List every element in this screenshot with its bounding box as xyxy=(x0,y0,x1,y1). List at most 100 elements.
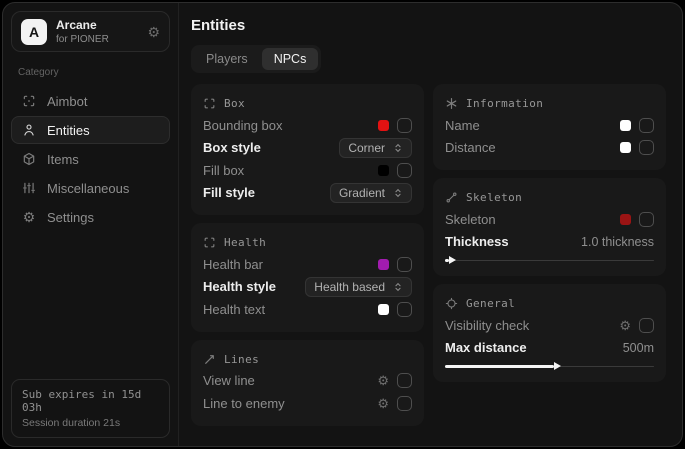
card-title: General xyxy=(466,297,516,310)
gear-icon[interactable]: ⚙ xyxy=(619,317,631,333)
fill-style-dropdown[interactable]: Gradient xyxy=(329,182,412,203)
gear-icon: ⚙ xyxy=(22,209,36,225)
color-swatch[interactable] xyxy=(378,119,389,131)
color-swatch[interactable] xyxy=(620,142,631,154)
sidebar-item-label: Entities xyxy=(47,122,90,138)
thickness-value: 1.0 thickness xyxy=(581,234,654,249)
subscription-card: Sub expires in 15d 03h Session duration … xyxy=(11,379,170,438)
checkbox[interactable] xyxy=(639,211,654,227)
gear-icon[interactable]: ⚙ xyxy=(377,395,389,411)
checkbox[interactable] xyxy=(397,373,412,389)
card-title: Skeleton xyxy=(466,191,523,204)
chevrons-up-down-icon xyxy=(393,188,403,198)
tab-players[interactable]: Players xyxy=(206,52,248,66)
color-swatch[interactable] xyxy=(378,164,389,176)
row-label: Fill box xyxy=(203,162,245,178)
checkbox[interactable] xyxy=(397,301,412,317)
scan-brackets-icon xyxy=(203,97,216,110)
gear-icon[interactable]: ⚙ xyxy=(147,23,160,40)
checkbox[interactable] xyxy=(397,256,412,272)
sidebar-item-aimbot[interactable]: Aimbot xyxy=(11,87,170,115)
checkbox[interactable] xyxy=(639,317,654,333)
row-label: Health text xyxy=(203,301,266,317)
gear-icon[interactable]: ⚙ xyxy=(377,373,389,389)
category-label: Category xyxy=(18,67,59,78)
checkbox[interactable] xyxy=(397,162,412,178)
health-style-dropdown[interactable]: Health based xyxy=(305,276,412,297)
checkbox[interactable] xyxy=(639,140,654,156)
row-label: Health style xyxy=(203,279,276,295)
card-lines: Lines View line ⚙ Line to enemy ⚙ xyxy=(191,339,424,426)
package-icon xyxy=(21,152,37,166)
sidebar-item-label: Items xyxy=(47,151,79,167)
sidebar-item-miscellaneous[interactable]: Miscellaneous xyxy=(11,174,170,202)
card-title: Information xyxy=(466,97,544,110)
card-information: Information Name Distance xyxy=(433,84,666,170)
main-panel: Entities Players NPCs Box xyxy=(179,3,682,446)
sidebar-item-label: Aimbot xyxy=(47,93,88,109)
card-title: Lines xyxy=(224,352,260,366)
brand-subtitle: for PIONER xyxy=(56,34,109,45)
target-icon xyxy=(445,297,458,310)
session-duration-text: Session duration 21s xyxy=(22,417,121,429)
box-style-dropdown[interactable]: Corner xyxy=(339,137,412,158)
tab-npcs[interactable]: NPCs xyxy=(261,48,319,70)
checkbox[interactable] xyxy=(397,117,412,133)
chevrons-up-down-icon xyxy=(393,282,403,292)
asterisk-icon xyxy=(445,97,458,110)
entity-icon xyxy=(21,123,37,137)
row-label: Visibility check xyxy=(445,317,530,333)
sidebar-item-entities[interactable]: Entities xyxy=(11,116,170,144)
color-swatch[interactable] xyxy=(378,303,389,315)
brand-text: Arcane for PIONER xyxy=(56,18,138,45)
sidebar-item-items[interactable]: Items xyxy=(11,145,170,173)
scan-brackets-icon xyxy=(203,236,216,249)
sidebar-item-settings[interactable]: ⚙ Settings xyxy=(11,203,170,231)
card-general: General Visibility check ⚙ Max distance … xyxy=(433,284,666,382)
crosshair-icon xyxy=(21,94,37,108)
dropdown-value: Health based xyxy=(314,279,385,294)
page-title: Entities xyxy=(191,17,246,34)
row-label: Bounding box xyxy=(203,117,283,133)
slider-track xyxy=(445,259,654,261)
checkbox[interactable] xyxy=(397,395,412,411)
row-label: Fill style xyxy=(203,185,256,201)
brand-logo: A xyxy=(21,18,47,45)
chevrons-up-down-icon xyxy=(393,143,403,153)
card-title: Box xyxy=(224,97,246,110)
thickness-slider[interactable] xyxy=(445,255,654,265)
slider-handle[interactable] xyxy=(553,361,561,370)
max-distance-value: 500m xyxy=(622,340,654,355)
row-label: Health bar xyxy=(203,256,263,272)
row-label: Distance xyxy=(445,140,496,156)
line-icon xyxy=(203,353,216,366)
checkbox[interactable] xyxy=(639,117,654,133)
dropdown-value: Corner xyxy=(348,140,385,155)
slider-fill xyxy=(445,259,450,262)
row-label: Thickness xyxy=(445,234,509,250)
tab-group: Players NPCs xyxy=(191,45,322,73)
slider-handle[interactable] xyxy=(449,255,457,264)
bone-icon xyxy=(445,191,458,204)
row-label: Line to enemy xyxy=(203,395,285,411)
card-health: Health Health bar Health style Health ba… xyxy=(191,223,424,332)
max-distance-slider[interactable] xyxy=(445,361,654,371)
card-title: Health xyxy=(224,236,267,249)
row-label: View line xyxy=(203,373,255,389)
row-label: Name xyxy=(445,117,480,133)
color-swatch[interactable] xyxy=(620,119,631,131)
sidebar-item-label: Miscellaneous xyxy=(47,180,130,196)
row-label: Max distance xyxy=(445,340,527,356)
sliders-icon xyxy=(21,181,37,195)
card-box: Box Bounding box Box style Corner xyxy=(191,84,424,215)
slider-fill xyxy=(445,365,554,368)
sub-expiry-text: Sub expires in 15d 03h xyxy=(22,388,142,414)
brand-name: Arcane xyxy=(56,18,97,32)
card-skeleton: Skeleton Skeleton Thickness 1.0 thicknes… xyxy=(433,178,666,276)
brand-card: A Arcane for PIONER ⚙ xyxy=(11,11,170,52)
color-swatch[interactable] xyxy=(620,213,631,225)
row-label: Skeleton xyxy=(445,211,496,227)
dropdown-value: Gradient xyxy=(338,185,385,200)
color-swatch[interactable] xyxy=(378,258,389,270)
